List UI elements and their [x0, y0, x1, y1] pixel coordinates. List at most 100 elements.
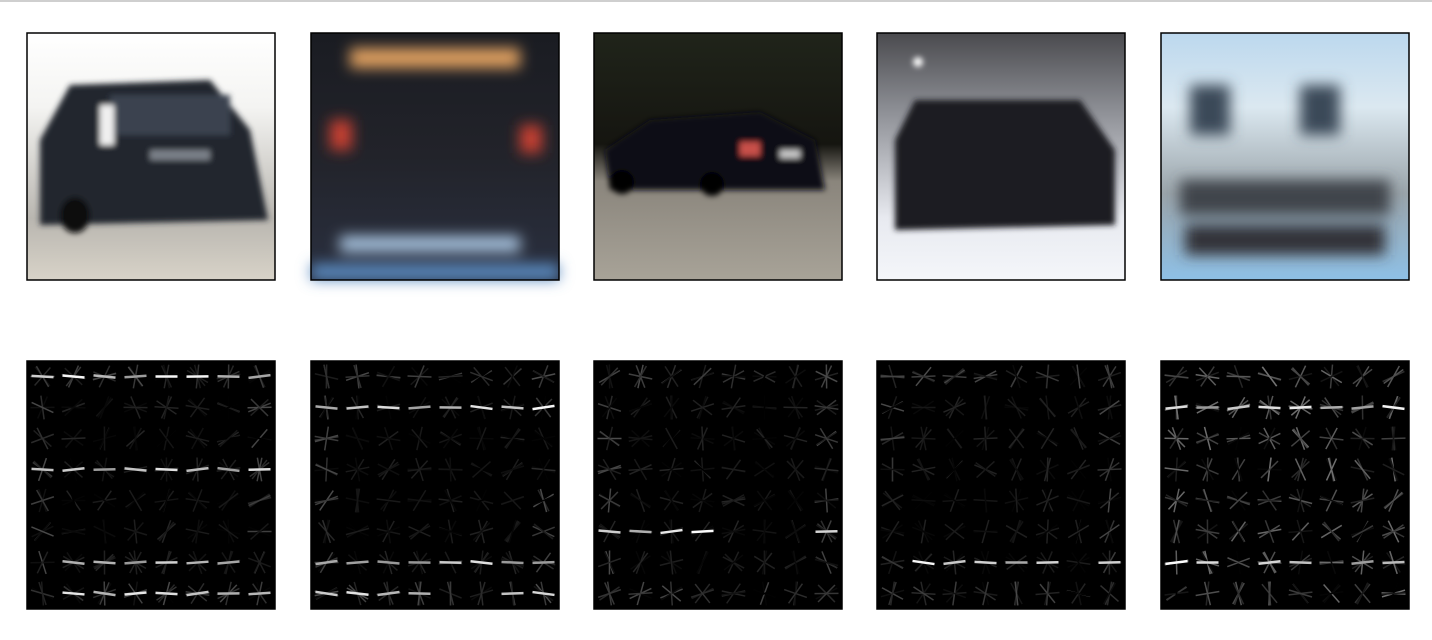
hog-stroke [93, 467, 116, 472]
hog-stroke [1104, 365, 1115, 388]
hog-stroke [598, 529, 621, 534]
hog-stroke [1195, 528, 1220, 535]
hog-stroke [691, 529, 714, 534]
hog-stroke [982, 581, 989, 606]
hog-stroke [1382, 404, 1405, 411]
hog-stroke [944, 523, 965, 540]
hog-stroke [61, 406, 86, 409]
hog-stroke [35, 489, 50, 512]
hog-stroke [597, 557, 622, 568]
hog-stroke [1200, 366, 1215, 387]
hog-stroke [408, 525, 431, 538]
hog-stroke [247, 434, 272, 443]
car-image [1160, 32, 1410, 281]
hog-stroke [661, 462, 682, 477]
hog-stroke [973, 529, 998, 534]
hog-stroke [1351, 559, 1374, 566]
hog-stroke [756, 490, 773, 511]
hog-stroke [31, 374, 54, 379]
hog-stroke [38, 581, 47, 606]
hog-stroke [186, 590, 209, 597]
hog-stroke [352, 427, 363, 450]
hog-stroke [629, 529, 652, 534]
hog-stroke [253, 551, 266, 574]
hog-stroke [248, 373, 271, 380]
hog-stroke [412, 489, 427, 512]
hog-stroke [377, 463, 400, 476]
hog-stroke [532, 370, 555, 383]
hog-stroke [155, 467, 178, 472]
hog-stroke [93, 590, 116, 597]
hog-stroke [1075, 581, 1082, 606]
hog-stroke [1015, 488, 1018, 513]
hog-stroke [1012, 519, 1021, 544]
hog-stroke [1355, 582, 1370, 605]
hog-stroke [217, 374, 240, 379]
hog-stroke [1351, 525, 1374, 538]
hog-stroke [449, 457, 452, 482]
hog-stroke [500, 465, 525, 474]
hog-stroke [601, 397, 618, 418]
hog-stroke [664, 489, 679, 512]
hog-stroke [721, 466, 746, 473]
hog-stroke [186, 560, 209, 565]
hog-stroke [354, 457, 361, 482]
hog-stroke [692, 399, 713, 416]
hog-stroke [1267, 581, 1272, 606]
hog-stroke [632, 552, 649, 573]
hog-stroke [721, 528, 746, 535]
hog-stroke [377, 405, 400, 410]
hog-stroke [815, 370, 838, 383]
hog-stroke [408, 405, 431, 410]
hog-stroke [1233, 581, 1244, 606]
hog-stroke [1320, 370, 1343, 383]
hog-stroke [1327, 457, 1336, 482]
hog-stroke [1289, 405, 1312, 410]
hog-stroke [817, 584, 836, 603]
hog-stroke [1066, 496, 1091, 505]
hog-stroke [315, 590, 338, 597]
hog-stroke [1074, 395, 1083, 420]
hog-stroke [1165, 405, 1188, 410]
hog-stroke [787, 583, 804, 604]
hog-stroke [1227, 404, 1250, 411]
hog-stroke [1350, 497, 1375, 504]
hog-stroke [911, 466, 936, 473]
hog-stroke [730, 364, 737, 389]
hog-stroke [1173, 581, 1180, 606]
hog-stroke [470, 560, 493, 565]
hog-stroke [1007, 398, 1026, 417]
hog-stroke [532, 560, 555, 565]
hog-stroke [219, 429, 238, 448]
hog-stroke [506, 365, 519, 388]
hog-stroke [1294, 458, 1307, 481]
hog-stroke [1036, 371, 1059, 382]
car-image [593, 32, 843, 281]
hog-stroke [128, 489, 143, 512]
hog-stroke [321, 519, 332, 544]
hog-stroke [629, 402, 652, 413]
hog-stroke [314, 435, 339, 442]
hog-stroke [1008, 428, 1025, 449]
hog-stroke [722, 494, 745, 507]
hog-stroke [721, 591, 746, 596]
hog-stroke [1383, 524, 1404, 539]
hog-stroke [785, 430, 806, 447]
hog-stroke [1195, 433, 1220, 444]
hog-stroke [983, 395, 988, 420]
hog-stroke [62, 591, 85, 596]
hog-stroke [501, 591, 524, 596]
hog-stroke [62, 559, 85, 566]
hog-stroke [1356, 365, 1369, 388]
hog-stroke [943, 559, 966, 566]
hog-stroke [346, 560, 369, 565]
hog-stroke [633, 365, 648, 388]
hog-stroke [1234, 457, 1243, 482]
hog-stroke [758, 365, 771, 388]
hog-stroke [814, 404, 839, 411]
hog-stroke [1384, 491, 1403, 510]
hog-stroke [911, 371, 936, 382]
hog-stroke [885, 520, 900, 543]
hog-stroke [381, 365, 396, 388]
hog-stroke [124, 560, 147, 565]
